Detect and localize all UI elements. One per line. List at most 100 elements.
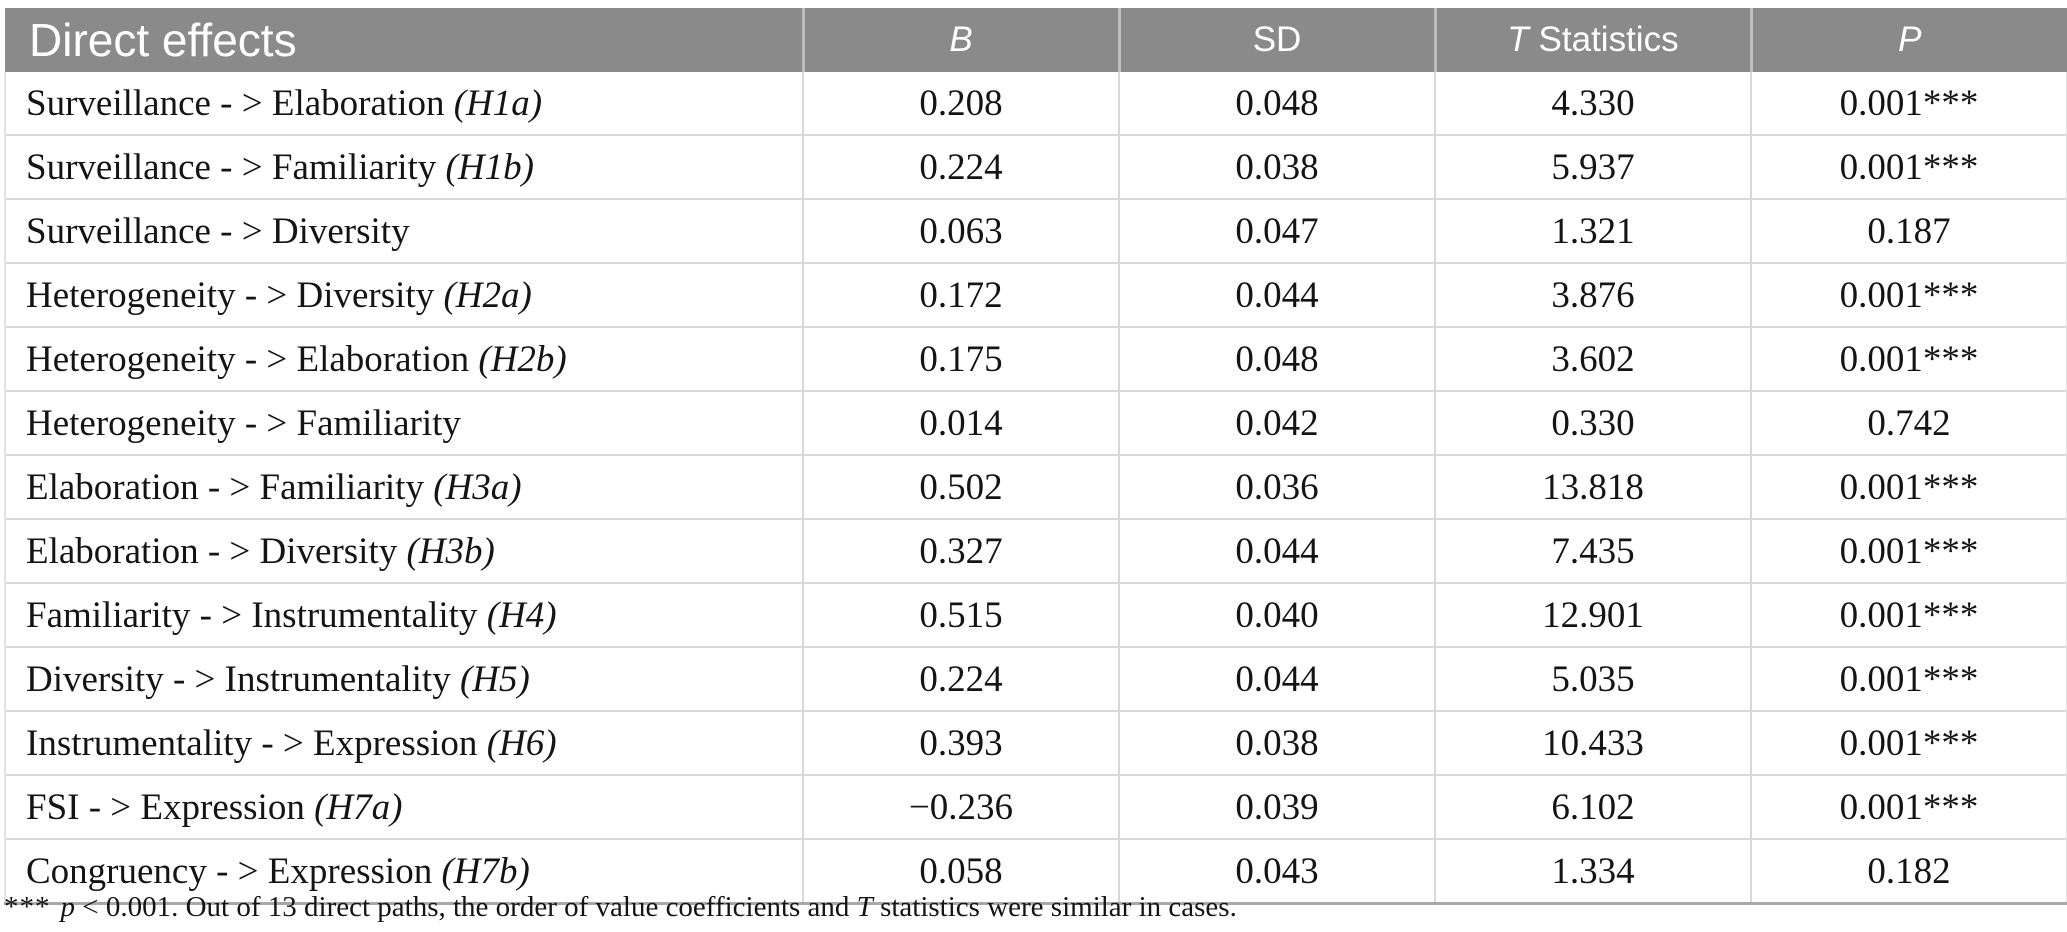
column-header-t-italic: T	[1507, 20, 1529, 59]
hypothesis-label: (H2a)	[443, 274, 532, 316]
row-label: Heterogeneity - > Elaboration (H2b)	[4, 326, 803, 391]
table-row: Familiarity - > Instrumentality (H4) 0.51…	[4, 582, 2067, 647]
cell-b: 0.175	[802, 326, 1119, 391]
row-label: Elaboration - > Familiarity (H3a)	[4, 454, 803, 519]
row-label: Surveillance - > Familiarity (H1b)	[4, 134, 803, 199]
hypothesis-label: (H4)	[486, 594, 557, 636]
cell-b: 0.014	[802, 390, 1119, 455]
row-label: Heterogeneity - > Familiarity	[4, 390, 803, 455]
cell-b: 0.063	[802, 198, 1119, 263]
row-label: Congruency - > Expression (H7b)	[4, 838, 803, 904]
row-label: Surveillance - > Diversity	[4, 198, 803, 263]
hypothesis-label: (H7a)	[314, 786, 403, 828]
path-label: Elaboration - > Diversity	[26, 530, 398, 572]
hypothesis-label: (H3a)	[433, 466, 522, 508]
cell-t-statistic: 12.901	[1434, 582, 1751, 647]
cell-sd: 0.044	[1118, 646, 1435, 711]
table-row: Surveillance - > Elaboration (H1a) 0.208 0…	[4, 72, 2067, 135]
table-row: Congruency - > Expression (H7b) 0.058 0.04…	[4, 838, 2067, 904]
footnote-text-1: < 0.001. Out of 13 direct paths, the ord…	[75, 891, 857, 923]
path-label: Congruency - > Expression	[26, 850, 433, 892]
table-row: Elaboration - > Familiarity (H3a) 0.502 0.…	[4, 454, 2067, 519]
cell-t-statistic: 7.435	[1434, 518, 1751, 583]
column-header-sd: SD	[1117, 8, 1435, 72]
direct-effects-table: Direct effects B SD T Statistics P Surve…	[4, 8, 2067, 905]
cell-p-value: 0.001***	[1750, 262, 2067, 327]
cell-sd: 0.038	[1118, 134, 1435, 199]
cell-sd: 0.036	[1118, 454, 1435, 519]
row-label: Surveillance - > Elaboration (H1a)	[4, 72, 803, 135]
cell-sd: 0.048	[1118, 72, 1435, 135]
hypothesis-label: (H3b)	[406, 530, 495, 572]
table-row: Heterogeneity - > Elaboration (H2b) 0.175…	[4, 326, 2067, 391]
cell-sd: 0.047	[1118, 198, 1435, 263]
footnote-text-2: statistics were similar in cases.	[872, 891, 1237, 923]
hypothesis-label: (H2b)	[478, 338, 567, 380]
cell-t-statistic: 3.602	[1434, 326, 1751, 391]
cell-t-statistic: 4.330	[1434, 72, 1751, 135]
cell-sd: 0.039	[1118, 774, 1435, 839]
column-header-t-statistics: T Statistics	[1433, 8, 1751, 72]
cell-t-statistic: 1.321	[1434, 198, 1751, 263]
cell-sd: 0.042	[1118, 390, 1435, 455]
column-header-p: P	[1749, 8, 2067, 72]
p-symbol: p	[60, 891, 76, 923]
row-label: Familiarity - > Instrumentality (H4)	[4, 582, 803, 647]
cell-b: 0.515	[802, 582, 1119, 647]
row-label: Instrumentality - > Expression (H6)	[4, 710, 803, 775]
table-row: Instrumentality - > Expression (H6) 0.393…	[4, 710, 2067, 775]
column-header-t-text: Statistics	[1528, 20, 1679, 59]
table-row: Diversity - > Instrumentality (H5) 0.224 0…	[4, 646, 2067, 711]
row-label: Heterogeneity - > Diversity (H2a)	[4, 262, 803, 327]
cell-p-value: 0.001***	[1750, 518, 2067, 583]
cell-t-statistic: 5.937	[1434, 134, 1751, 199]
cell-p-value: 0.001***	[1750, 774, 2067, 839]
table-row: Surveillance - > Diversity 0.063 0.047 1.32…	[4, 198, 2067, 263]
cell-sd: 0.040	[1118, 582, 1435, 647]
table-row: Heterogeneity - > Familiarity 0.014 0.042 0…	[4, 390, 2067, 455]
cell-p-value: 0.001***	[1750, 454, 2067, 519]
cell-p-value: 0.001***	[1750, 710, 2067, 775]
cell-p-value: 0.182	[1750, 838, 2067, 904]
cell-b: 0.327	[802, 518, 1119, 583]
cell-p-value: 0.001***	[1750, 72, 2067, 135]
path-label: Instrumentality - > Expression	[26, 722, 478, 764]
path-label: Elaboration - > Familiarity	[26, 466, 424, 508]
cell-p-value: 0.742	[1750, 390, 2067, 455]
cell-b: 0.393	[802, 710, 1119, 775]
cell-p-value: 0.001***	[1750, 134, 2067, 199]
cell-p-value: 0.001***	[1750, 646, 2067, 711]
path-label: Diversity - > Instrumentality	[26, 658, 451, 700]
path-label: Familiarity - > Instrumentality	[26, 594, 478, 636]
table-row: FSI - > Expression (H7a) −0.236 0.039 6.102…	[4, 774, 2067, 839]
cell-p-value: 0.001***	[1750, 582, 2067, 647]
hypothesis-label: (H5)	[459, 658, 530, 700]
t-symbol: T	[856, 891, 873, 923]
path-label: Heterogeneity - > Elaboration	[26, 338, 470, 380]
path-label: FSI - > Expression	[26, 786, 305, 828]
row-label: Elaboration - > Diversity (H3b)	[4, 518, 803, 583]
table-row: Heterogeneity - > Diversity (H2a) 0.172 0.…	[4, 262, 2067, 327]
cell-sd: 0.038	[1118, 710, 1435, 775]
cell-b: 0.208	[802, 72, 1119, 135]
cell-t-statistic: 1.334	[1434, 838, 1751, 904]
row-label: FSI - > Expression (H7a)	[4, 774, 803, 839]
table-title: Direct effects	[5, 8, 803, 72]
cell-sd: 0.048	[1118, 326, 1435, 391]
cell-t-statistic: 13.818	[1434, 454, 1751, 519]
hypothesis-label: (H6)	[486, 722, 557, 764]
hypothesis-label: (H7b)	[441, 850, 530, 892]
cell-t-statistic: 5.035	[1434, 646, 1751, 711]
column-header-b: B	[801, 8, 1119, 72]
path-label: Surveillance - > Elaboration	[26, 82, 445, 124]
path-label: Heterogeneity - > Diversity	[26, 274, 435, 316]
column-header-sd-text: SD	[1252, 20, 1302, 59]
column-header-p-italic: P	[1898, 20, 1922, 59]
cell-t-statistic: 6.102	[1434, 774, 1751, 839]
cell-t-statistic: 3.876	[1434, 262, 1751, 327]
path-label: Surveillance - > Familiarity	[26, 146, 437, 188]
cell-b: −0.236	[802, 774, 1119, 839]
table-row: Elaboration - > Diversity (H3b) 0.327 0.04…	[4, 518, 2067, 583]
cell-b: 0.224	[802, 646, 1119, 711]
